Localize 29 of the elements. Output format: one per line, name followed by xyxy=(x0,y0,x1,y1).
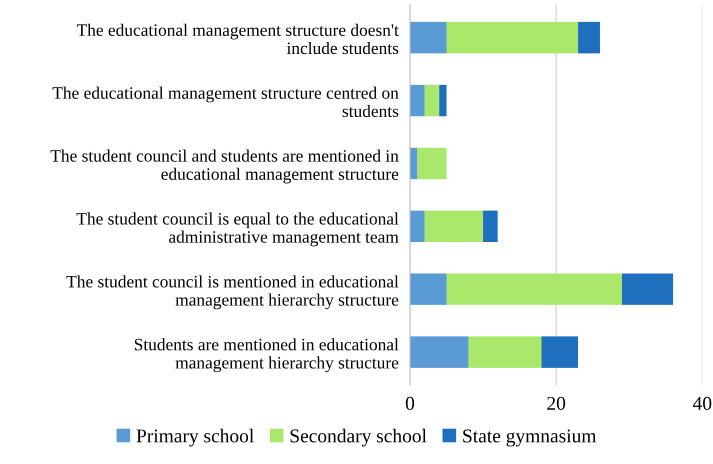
y-tick-label: The educational management structure centred on students xyxy=(52,86,399,118)
legend-label: Primary school xyxy=(136,428,254,446)
bar xyxy=(468,336,542,368)
bar xyxy=(446,273,622,305)
x-tick-label: 20 xyxy=(547,396,566,410)
bar xyxy=(424,84,440,116)
y-tick-label: The student council and students are mentioned in educational management structure xyxy=(50,150,399,184)
bar xyxy=(424,210,484,242)
bar xyxy=(578,22,600,54)
bar xyxy=(410,210,425,242)
bar xyxy=(446,22,578,54)
x-tick-label: 40 xyxy=(692,396,712,410)
x-tick-label: 0 xyxy=(406,396,414,410)
bar xyxy=(439,84,447,116)
y-tick-label: The educational management structure doesn't include students xyxy=(76,24,399,54)
y-tick-label: The student council is mentioned in educational management hierarchy structure xyxy=(66,275,399,310)
bar xyxy=(622,273,674,305)
bar xyxy=(410,22,447,54)
bar xyxy=(410,84,425,116)
bar xyxy=(542,336,578,368)
legend-label: State gymnasium xyxy=(463,429,596,446)
y-tick-label: The student council is equal to the educational administrative management team xyxy=(76,212,399,246)
bar xyxy=(410,273,447,305)
bar xyxy=(417,148,447,180)
bar xyxy=(410,148,418,180)
bar xyxy=(483,210,498,242)
y-tick-label: Students are mentioned in educational management hierarchy structure xyxy=(134,338,399,372)
bar xyxy=(410,336,468,368)
legend-label: Secondary school xyxy=(290,428,427,446)
